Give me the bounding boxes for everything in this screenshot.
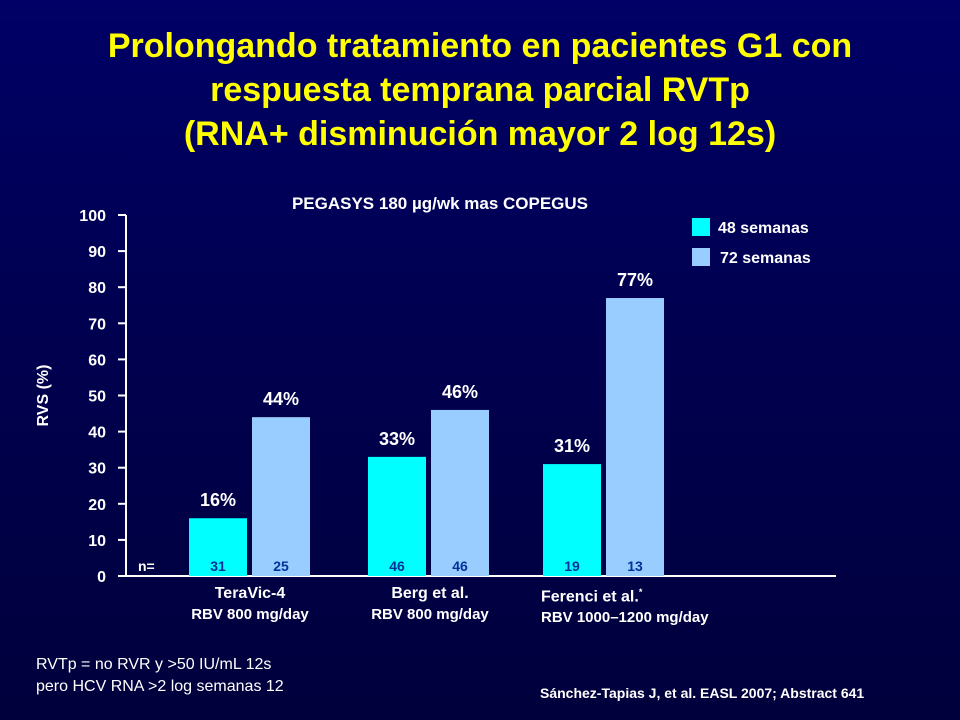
footnote: RVTp = no RVR y >50 IU/mL 12s pero HCV R… (36, 654, 284, 698)
n-value: 31 (210, 558, 226, 574)
y-axis-label: RVS (%) (35, 365, 52, 427)
bar-72-0 (252, 417, 310, 576)
bar-48-0 (189, 518, 247, 576)
legend-swatch (692, 248, 710, 266)
y-tick-label: 70 (88, 316, 106, 333)
n-label: n= (138, 558, 155, 574)
bar-72-1 (431, 409, 489, 576)
n-value: 46 (389, 558, 405, 574)
data-label: 46% (442, 382, 478, 402)
study-dose: RBV 1000–1200 mg/day (541, 609, 709, 627)
study-name: Ferenci et al. (541, 588, 639, 606)
y-tick-label: 60 (88, 352, 106, 369)
study-dose: RBV 800 mg/day (371, 606, 489, 623)
bar-72-2 (606, 298, 664, 576)
legend-label: 72 semanas (720, 250, 811, 267)
y-tick-label: 40 (88, 425, 106, 442)
title-line-3: (RNA+ disminución mayor 2 log 12s) (183, 115, 777, 153)
bar-48-2 (543, 464, 601, 576)
bar-48-1 (368, 456, 426, 576)
footnote-line-1: RVTp = no RVR y >50 IU/mL 12s (36, 656, 272, 673)
data-label: 44% (263, 389, 299, 409)
y-tick-label: 80 (88, 280, 106, 297)
data-label: 33% (379, 429, 415, 449)
n-value: 25 (273, 558, 289, 574)
title-line-2: respuesta temprana parcial RVTp (210, 71, 750, 109)
y-tick-label: 30 (88, 461, 106, 478)
y-tick-label: 20 (88, 497, 106, 514)
data-label: 31% (554, 436, 590, 456)
study-dose: RBV 800 mg/day (191, 606, 309, 623)
data-label: 16% (200, 490, 236, 510)
slide-title: Prolongando tratamiento en pacientes G1 … (0, 24, 960, 156)
legend-swatch (692, 218, 710, 236)
title-line-1: Prolongando tratamiento en pacientes G1 … (107, 27, 853, 65)
n-value: 13 (627, 558, 643, 574)
data-label: 77% (617, 270, 653, 290)
y-tick-label: 50 (88, 389, 106, 406)
y-tick-label: 90 (88, 244, 106, 261)
study-label-ferenci: Ferenci et al.* RBV 1000–1200 mg/day (541, 582, 781, 629)
study-label-berg: Berg et al. RBV 800 mg/day (340, 584, 520, 626)
y-tick-label: 100 (79, 208, 106, 225)
n-value: 19 (564, 558, 580, 574)
y-tick-label: 10 (88, 533, 106, 550)
chart-title: PEGASYS 180 µg/wk mas COPEGUS (292, 194, 588, 213)
y-tick-label: 0 (97, 569, 106, 586)
source-citation: Sánchez-Tapias J, et al. EASL 2007; Abst… (540, 685, 865, 701)
n-value: 46 (452, 558, 468, 574)
legend-label: 48 semanas (718, 220, 809, 237)
study-footnote-mark: * (638, 587, 643, 597)
study-label-teravic: TeraVic-4 RBV 800 mg/day (160, 584, 340, 626)
study-name: TeraVic-4 (214, 585, 286, 602)
footnote-line-2: pero HCV RNA >2 log semanas 12 (36, 678, 284, 695)
study-name: Berg et al. (391, 585, 469, 602)
